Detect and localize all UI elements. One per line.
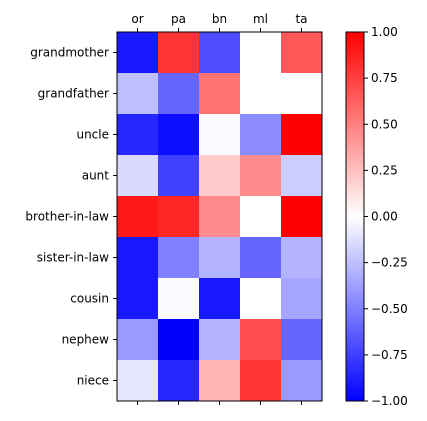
heatmap-cell-sister-in-law-or <box>117 237 159 279</box>
heatmap-cell-sister-in-law-ml <box>240 237 282 279</box>
heatmap-cell-niece-ta <box>281 360 323 402</box>
x-tick-label-ml: ml <box>253 12 268 26</box>
x-axis-top: or pa bn ml ta <box>131 12 308 32</box>
colorbar-tick-label: −1.00 <box>371 394 408 408</box>
heatmap-cell-grandmother-pa <box>158 32 200 74</box>
heatmap-cell-uncle-ml <box>240 114 282 156</box>
colorbar-tick-label: −0.75 <box>371 348 408 362</box>
heatmap-cell-brother-in-law-or <box>117 196 159 238</box>
heatmap-cell-nephew-ta <box>281 319 323 361</box>
colorbar-ticks: 1.00 0.75 0.50 0.25 0.00 −0.25 −0.50 −0.75 −1.00 <box>364 25 408 408</box>
colorbar-tick-label: 0.25 <box>371 163 398 177</box>
y-tick-label-cousin: cousin <box>70 292 109 306</box>
heatmap-cell-nephew-bn <box>199 319 241 361</box>
heatmap-cell-aunt-or <box>117 155 159 197</box>
colorbar-tick-label: −0.25 <box>371 256 408 270</box>
heatmap-cell-nephew-pa <box>158 319 200 361</box>
heatmap-cell-grandfather-ta <box>281 73 323 115</box>
heatmap-cell-grandmother-bn <box>199 32 241 74</box>
heatmap-cell-grandmother-ta <box>281 32 323 74</box>
heatmap-cell-niece-ml <box>240 360 282 402</box>
heatmap-cell-aunt-ta <box>281 155 323 197</box>
y-tick-label-uncle: uncle <box>76 128 109 142</box>
colorbar-tick-label: 0.50 <box>371 117 398 131</box>
y-tick-label-brother-in-law: brother-in-law <box>25 210 109 224</box>
x-tick-label-pa: pa <box>171 12 186 26</box>
heatmap-cell-aunt-bn <box>199 155 241 197</box>
heatmap-cell-uncle-pa <box>158 114 200 156</box>
heatmap-cell-grandfather-ml <box>240 73 282 115</box>
colorbar-tick-label: 0.00 <box>371 210 398 224</box>
heatmap-cell-uncle-bn <box>199 114 241 156</box>
heatmap-cell-sister-in-law-ta <box>281 237 323 279</box>
y-tick-label-grandmother: grandmother <box>30 46 109 60</box>
heatmap-cell-grandmother-or <box>117 32 159 74</box>
heatmap-cell-aunt-pa <box>158 155 200 197</box>
heatmap-cell-niece-pa <box>158 360 200 402</box>
heatmap-cells <box>117 32 323 402</box>
colorbar <box>345 31 365 402</box>
heatmap-cell-cousin-or <box>117 278 159 320</box>
heatmap-cell-grandfather-bn <box>199 73 241 115</box>
heatmap-cell-brother-in-law-ta <box>281 196 323 238</box>
y-tick-label-sister-in-law: sister-in-law <box>37 251 109 265</box>
heatmap-cell-uncle-ta <box>281 114 323 156</box>
heatmap-cell-sister-in-law-pa <box>158 237 200 279</box>
x-tick-label-bn: bn <box>212 12 227 26</box>
x-tick-label-or: or <box>131 12 143 26</box>
heatmap-cell-uncle-or <box>117 114 159 156</box>
heatmap-cell-cousin-pa <box>158 278 200 320</box>
heatmap-cell-sister-in-law-bn <box>199 237 241 279</box>
y-tick-label-aunt: aunt <box>82 169 110 183</box>
y-axis: grandmother grandfather uncle aunt brother-i… <box>25 46 117 388</box>
heatmap-cell-cousin-ta <box>281 278 323 320</box>
heatmap-cell-brother-in-law-bn <box>199 196 241 238</box>
x-tick-label-ta: ta <box>295 12 307 26</box>
y-tick-label-nephew: nephew <box>62 333 110 347</box>
y-tick-label-niece: niece <box>77 374 109 388</box>
heatmap-cell-brother-in-law-pa <box>158 196 200 238</box>
heatmap-cell-niece-or <box>117 360 159 402</box>
x-axis-bottom-ticks <box>137 401 302 405</box>
heatmap-cell-niece-bn <box>199 360 241 402</box>
heatmap-cell-cousin-ml <box>240 278 282 320</box>
colorbar-tick-label: 0.75 <box>371 71 398 85</box>
colorbar-tick-label: −0.50 <box>371 302 408 316</box>
heatmap-cell-nephew-or <box>117 319 159 361</box>
heatmap-cell-aunt-ml <box>240 155 282 197</box>
heatmap-cell-brother-in-law-ml <box>240 196 282 238</box>
heatmap-cell-grandmother-ml <box>240 32 282 74</box>
heatmap-cell-nephew-ml <box>240 319 282 361</box>
y-tick-label-grandfather: grandfather <box>38 87 109 101</box>
heatmap-cell-grandfather-pa <box>158 73 200 115</box>
heatmap-cell-grandfather-or <box>117 73 159 115</box>
heatmap-cell-cousin-bn <box>199 278 241 320</box>
colorbar-tick-label: 1.00 <box>371 25 398 39</box>
